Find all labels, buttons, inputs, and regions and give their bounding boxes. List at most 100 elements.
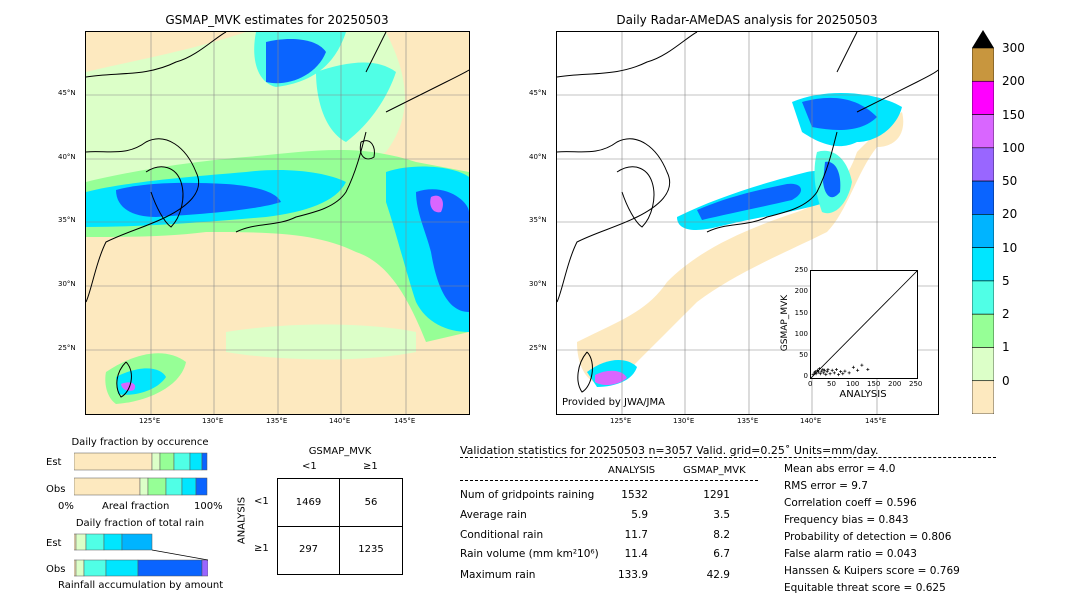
left-map-title: GSMAP_MVK estimates for 20250503: [165, 13, 389, 27]
occ-bar-est-0: [73, 452, 153, 471]
contingency-table: 1469 56 297 1235: [277, 478, 403, 575]
stat-label-3: Rain volume (mm km²10⁶): [460, 548, 599, 560]
left-lat-25: 25°N: [58, 344, 76, 352]
occ-bar-obs-2: [147, 477, 167, 496]
scatter-ytick-100: 100: [794, 330, 808, 338]
stat-a-3: 11.4: [624, 548, 648, 560]
total-rain-title: Daily fraction of total rain: [75, 518, 205, 529]
stat-right-6: Hanssen & Kuipers score = 0.769: [784, 565, 960, 577]
right-map-rain-field: [557, 32, 938, 414]
stat-right-2: Correlation coeff = 0.596: [784, 497, 917, 509]
colorbar-tick-9: 1: [1002, 340, 1010, 355]
scatter-point-14: [826, 367, 830, 371]
right-lat-45: 45°N: [529, 89, 547, 97]
rain-bar-obs-4: [137, 559, 203, 577]
scatter-ytick-0: 0: [803, 372, 808, 380]
scatter-xtick-200: 200: [888, 380, 902, 388]
rain-bar-obs-5: [201, 559, 209, 577]
scatter-point-23: [847, 371, 851, 375]
stats-header-rule: [460, 457, 996, 458]
right-lat-40: 40°N: [529, 153, 547, 161]
rain-row-est: Est: [46, 538, 62, 549]
left-lon-140: 140°E: [329, 417, 351, 425]
left-lat-labels: 45°N 40°N 35°N 30°N 25°N: [58, 31, 84, 413]
stat-label-2: Conditional rain: [460, 529, 544, 541]
right-lon-130: 130°E: [673, 417, 695, 425]
occ-row-obs: Obs: [46, 484, 66, 495]
right-lon-135: 135°E: [737, 417, 759, 425]
scatter-diagonal: [810, 270, 918, 379]
stat-right-3: Frequency bias = 0.843: [784, 514, 909, 526]
occ-bar-est-1: [151, 452, 161, 471]
scatter-point-15: [828, 372, 832, 376]
total-rain-svg: [73, 533, 209, 577]
scatter-point-20: [839, 370, 843, 374]
scatter-point-10: [822, 371, 826, 375]
colorbar-segment-1: [971, 80, 995, 115]
scatter-point-27: [866, 367, 870, 371]
stat-right-5: False alarm ratio = 0.043: [784, 548, 917, 560]
contingency-row-ge1: ≥1: [254, 543, 269, 554]
stat-a-0: 1532: [621, 489, 648, 501]
occ-axis-right: 100%: [194, 501, 223, 512]
stat-b-4: 42.9: [706, 569, 730, 581]
scatter-point-13: [825, 370, 829, 374]
scatter-point-5: [817, 370, 821, 374]
right-lon-145: 145°E: [865, 417, 887, 425]
rain-bar-est-0: [73, 533, 77, 551]
radar-credit: Provided by JWA/JMA: [562, 397, 665, 408]
left-map: [85, 31, 470, 415]
rain-row-obs: Obs: [46, 564, 66, 575]
left-lon-145: 145°E: [394, 417, 416, 425]
stat-b-2: 8.2: [713, 529, 730, 541]
right-lat-35: 35°N: [529, 216, 547, 224]
right-lat-labels: 45°N 40°N 35°N 30°N 25°N: [529, 31, 555, 413]
right-map-title: Daily Radar-AMeDAS analysis for 20250503: [616, 13, 878, 27]
scatter-svg: [810, 270, 918, 379]
colorbar-segment-0: [971, 47, 995, 82]
left-lon-130: 130°E: [202, 417, 224, 425]
total-rain-axis: Rainfall accumulation by amount: [58, 580, 224, 591]
scatter-point-0: [811, 373, 815, 377]
occ-bar-obs-4: [181, 477, 197, 496]
right-lon-labels: 125°E 130°E 135°E 140°E 145°E: [556, 417, 938, 429]
rain-bar-est-2: [85, 533, 105, 551]
stat-label-0: Num of gridpoints raining: [460, 489, 595, 501]
right-lon-125: 125°E: [610, 417, 632, 425]
stat-b-3: 6.7: [713, 548, 730, 560]
colorbar-extend-arrow: [972, 30, 994, 48]
left-lat-30: 30°N: [58, 280, 76, 288]
scatter-point-16: [830, 368, 834, 372]
colorbar-svg: [971, 30, 995, 415]
occ-bar-obs-1: [139, 477, 149, 496]
colorbar-tick-10: 0: [1002, 373, 1010, 388]
scatter-point-19: [837, 373, 841, 377]
rain-bar-est-1: [75, 533, 87, 551]
scatter-ytick-50: 50: [799, 351, 808, 359]
stats-col-rule: [460, 480, 758, 481]
rain-bar-obs-2: [83, 559, 107, 577]
scatter-point-25: [856, 368, 860, 372]
scatter-point-12: [824, 373, 828, 377]
scatter-point-11: [823, 368, 827, 372]
colorbar-tick-4: 50: [1002, 174, 1018, 189]
colorbar-segment-2: [971, 114, 995, 149]
colorbar-segment-8: [971, 313, 995, 348]
occurrence-title: Daily fraction by occurence: [71, 437, 209, 448]
scatter-ytick-250: 250: [794, 266, 808, 274]
right-lat-30: 30°N: [529, 280, 547, 288]
colorbar-segment-5: [971, 214, 995, 248]
stat-b-0: 1291: [703, 489, 730, 501]
stats-header: Validation statistics for 20250503 n=305…: [460, 444, 879, 457]
stat-right-0: Mean abs error = 4.0: [784, 463, 896, 475]
right-lon-140: 140°E: [800, 417, 822, 425]
colorbar-tick-1: 200: [1002, 74, 1025, 89]
stat-a-1: 5.9: [631, 509, 648, 521]
contingency-side-label: ANALYSIS: [236, 496, 248, 545]
rain-bar-est-4: [121, 533, 153, 551]
occ-bar-obs-5: [195, 477, 208, 496]
rain-connector: [151, 549, 209, 561]
scatter-point-8: [820, 369, 824, 373]
colorbar-tick-5: 20: [1002, 207, 1018, 222]
scatter-xtick-100: 100: [846, 380, 860, 388]
